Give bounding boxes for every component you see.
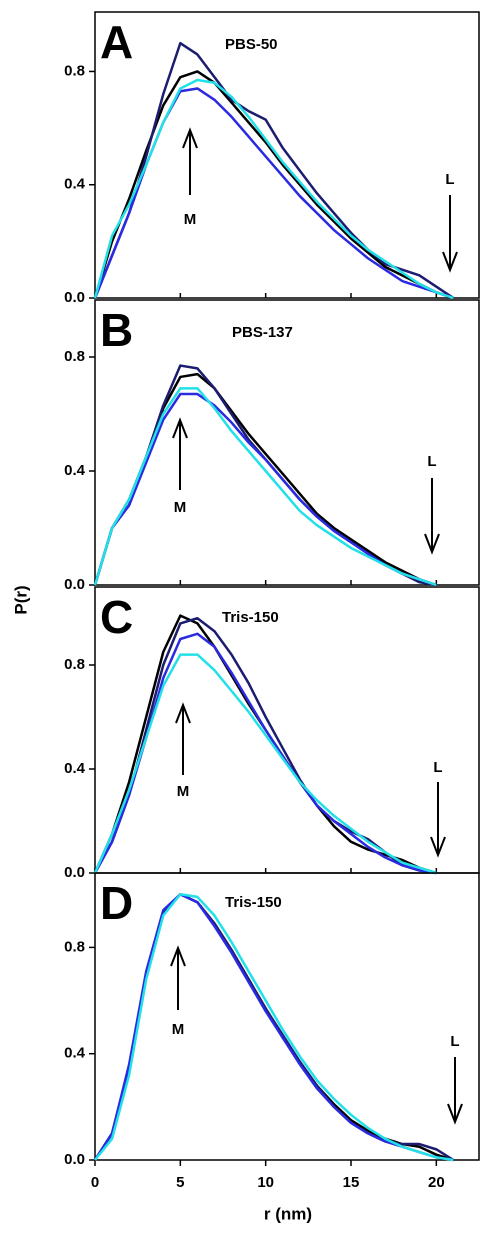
y-tick-label: 0.0 [64, 576, 85, 593]
y-tick-label: 0.0 [64, 864, 85, 881]
panel-letter: B [100, 304, 133, 356]
annotation: L [427, 453, 436, 470]
y-tick-label: 0.4 [64, 1045, 86, 1062]
line-series [93, 614, 437, 875]
annotation: L [433, 759, 442, 776]
y-tick-label: 0.8 [64, 656, 85, 673]
arrow-head [430, 836, 446, 858]
arrow-head [447, 1103, 463, 1125]
line-series [93, 70, 454, 300]
y-tick-label: 0.4 [64, 760, 86, 777]
y-tick-label: 0.8 [64, 938, 85, 955]
line-series [93, 632, 437, 875]
annotation: M [177, 783, 190, 800]
x-tick-label: 15 [343, 1174, 360, 1191]
panel-title: Tris-150 [222, 609, 279, 626]
plot-frame [94, 586, 480, 874]
arrow-head [424, 533, 440, 555]
line-series [93, 41, 455, 300]
annotation: M [172, 1021, 185, 1038]
y-tick-label: 0.0 [64, 1151, 85, 1168]
annotation: M [174, 499, 187, 516]
panel-title: PBS-50 [225, 36, 278, 53]
x-tick-label: 10 [257, 1174, 274, 1191]
panel-letter: C [100, 591, 133, 643]
line-series [93, 387, 437, 587]
panel-title: PBS-137 [232, 324, 293, 341]
line-series [93, 87, 454, 300]
x-axis-label: r (nm) [264, 1204, 312, 1223]
annotation: M [184, 211, 197, 228]
line-series [93, 372, 437, 587]
x-tick-label: 20 [428, 1174, 445, 1191]
arrow-head [170, 945, 186, 967]
x-tick-label: 5 [176, 1174, 184, 1191]
line-series [93, 653, 437, 875]
y-tick-label: 0.0 [64, 289, 85, 306]
line-series [93, 392, 437, 587]
line-series [93, 893, 454, 1162]
annotation: L [445, 171, 454, 188]
annotation: L [450, 1033, 459, 1050]
plot-frame [94, 872, 480, 1161]
panel-letter: A [100, 16, 133, 68]
line-series [93, 893, 455, 1162]
y-tick-label: 0.8 [64, 62, 85, 79]
line-series [93, 364, 437, 587]
line-series [94, 893, 454, 1162]
y-axis-label: P(r) [11, 585, 30, 614]
y-tick-label: 0.8 [64, 348, 85, 365]
panel-title: Tris-150 [225, 894, 282, 911]
x-tick-label: 0 [91, 1174, 99, 1191]
arrow-head [182, 127, 198, 149]
plot-frame [94, 299, 480, 586]
y-tick-label: 0.4 [64, 462, 86, 479]
arrow-head [175, 702, 191, 724]
line-series [93, 78, 454, 300]
line-series [93, 616, 437, 875]
arrow-head [442, 251, 458, 273]
line-series [93, 893, 454, 1162]
y-tick-label: 0.4 [64, 176, 86, 193]
panel-letter: D [100, 877, 133, 929]
plot-frame [94, 11, 480, 299]
arrow-head [172, 417, 188, 439]
